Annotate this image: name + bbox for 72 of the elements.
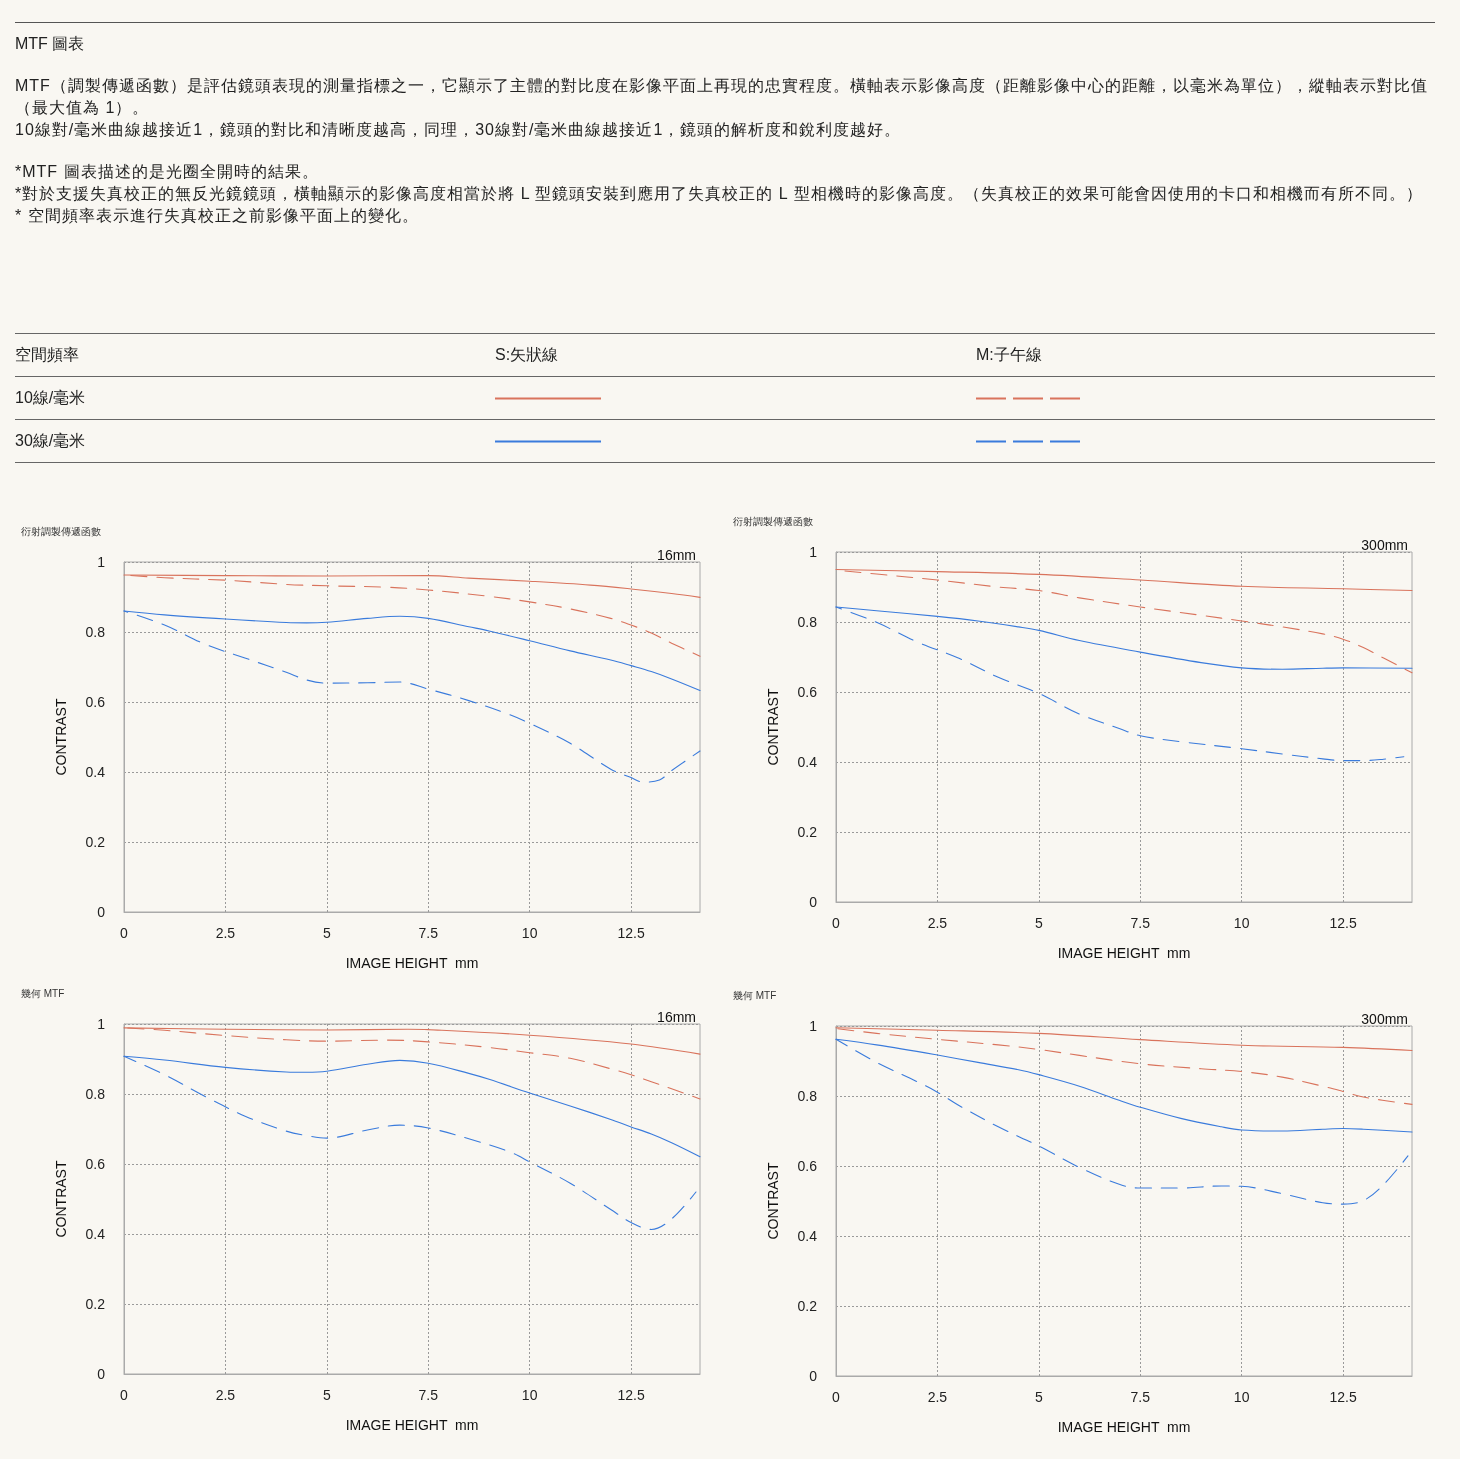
x-tick-label: 7.5 [418,925,439,941]
text: 30線/毫米 [15,431,86,451]
y-tick-label: 0.2 [85,1296,106,1312]
x-tick-label: 0 [832,915,841,931]
x-tick-label: 12.5 [617,925,645,941]
x-tick-label: 12.5 [1329,915,1357,931]
x-tick-label: 2.5 [927,1389,948,1405]
x-axis-title: IMAGE HEIGHT mm [345,955,479,971]
text: 幾何 MTF [21,987,65,999]
chart-title: 衍射調製傳遞函數 [733,515,813,527]
text: MTF 圖表 [15,34,86,54]
text: M:子午線 [976,345,1042,365]
chart-title: 衍射調製傳遞函數 [21,525,101,537]
y-tick-label: 0 [809,1368,818,1384]
x-tick-label: 5 [1034,1389,1043,1405]
y-tick-label: 0 [97,904,106,920]
text: 10線/毫米 [15,388,86,408]
chart-subtitle: 16mm [657,1009,697,1025]
x-tick-label: 2.5 [927,915,948,931]
y-tick-label: 0.8 [85,624,106,640]
x-tick-label: 5 [322,1387,331,1403]
y-tick-label: 0.8 [797,614,818,630]
x-tick-label: 10 [521,1387,538,1403]
y-tick-label: 0.4 [797,754,818,770]
y-axis-title: CONTRAST [765,688,781,766]
y-tick-label: 0 [97,1366,106,1382]
y-tick-label: 0.6 [797,684,818,700]
y-tick-label: 0.6 [85,694,106,710]
y-tick-label: 1 [809,544,818,560]
x-tick-label: 2.5 [215,1387,236,1403]
y-axis-title: CONTRAST [53,1160,69,1238]
y-tick-label: 0.4 [797,1228,818,1244]
y-tick-label: 1 [809,1018,818,1034]
x-tick-label: 5 [322,925,331,941]
text: MTF（調製傳遞函數）是評估鏡頭表現的測量指標之一，它顯示了主體的對比度在影像平面上再現的忠實程度。橫軸表示影像高度（距離影像中心的距離，以毫米為單位），縱軸表示對比值（最大值為 1）。 10線對/毫米曲線越接近1，鏡頭的對比和清晰度越高，同理，30線對/毫米曲線越接近1，鏡頭的解析度和銳利度越好。 [15,76,1429,140]
y-axis-title: CONTRAST [53,698,69,776]
x-tick-label: 7.5 [1130,915,1151,931]
y-tick-label: 0.2 [797,1298,818,1314]
x-axis-title: IMAGE HEIGHT mm [1057,1419,1191,1435]
y-tick-label: 0.8 [797,1088,818,1104]
y-tick-label: 0 [809,894,818,910]
text: 幾何 MTF [733,989,777,1001]
y-tick-label: 0.4 [85,1226,106,1242]
x-axis-title: IMAGE HEIGHT mm [345,1417,479,1433]
x-tick-label: 2.5 [215,925,236,941]
x-tick-label: 0 [832,1389,841,1405]
y-tick-label: 0.6 [797,1158,818,1174]
text: S:矢狀線 [495,345,559,365]
x-tick-label: 5 [1034,915,1043,931]
y-tick-label: 0.8 [85,1086,106,1102]
y-tick-label: 1 [97,554,106,570]
x-axis-title: IMAGE HEIGHT mm [1057,945,1191,961]
x-tick-label: 12.5 [1329,1389,1357,1405]
text: *MTF 圖表描述的是光圈全開時的結果。 *對於支援失真校正的無反光鏡鏡頭，橫軸顯示的影像高度相當於將 L 型鏡頭安裝到應用了失真校正的 L 型相機時的影像高度。（失真校正的效果可能會因使用的卡口和相機而有所不同。） * 空間頻率表示進行失真校正之前影像平面上的變化。 [15,162,1424,226]
y-tick-label: 0.6 [85,1156,106,1172]
text: 空間頻率 [15,345,79,365]
y-tick-label: 0.4 [85,764,106,780]
x-tick-label: 10 [521,925,538,941]
x-tick-label: 7.5 [1130,1389,1151,1405]
chart-subtitle: 16mm [657,547,697,563]
x-tick-label: 10 [1233,915,1250,931]
y-tick-label: 1 [97,1016,106,1032]
x-tick-label: 10 [1233,1389,1250,1405]
x-tick-label: 12.5 [617,1387,645,1403]
y-axis-title: CONTRAST [765,1162,781,1240]
x-tick-label: 7.5 [418,1387,439,1403]
x-tick-label: 0 [120,1387,129,1403]
x-tick-label: 0 [120,925,129,941]
chart-subtitle: 300mm [1361,1011,1408,1027]
chart-subtitle: 300mm [1361,537,1408,553]
y-tick-label: 0.2 [85,834,106,850]
y-tick-label: 0.2 [797,824,818,840]
